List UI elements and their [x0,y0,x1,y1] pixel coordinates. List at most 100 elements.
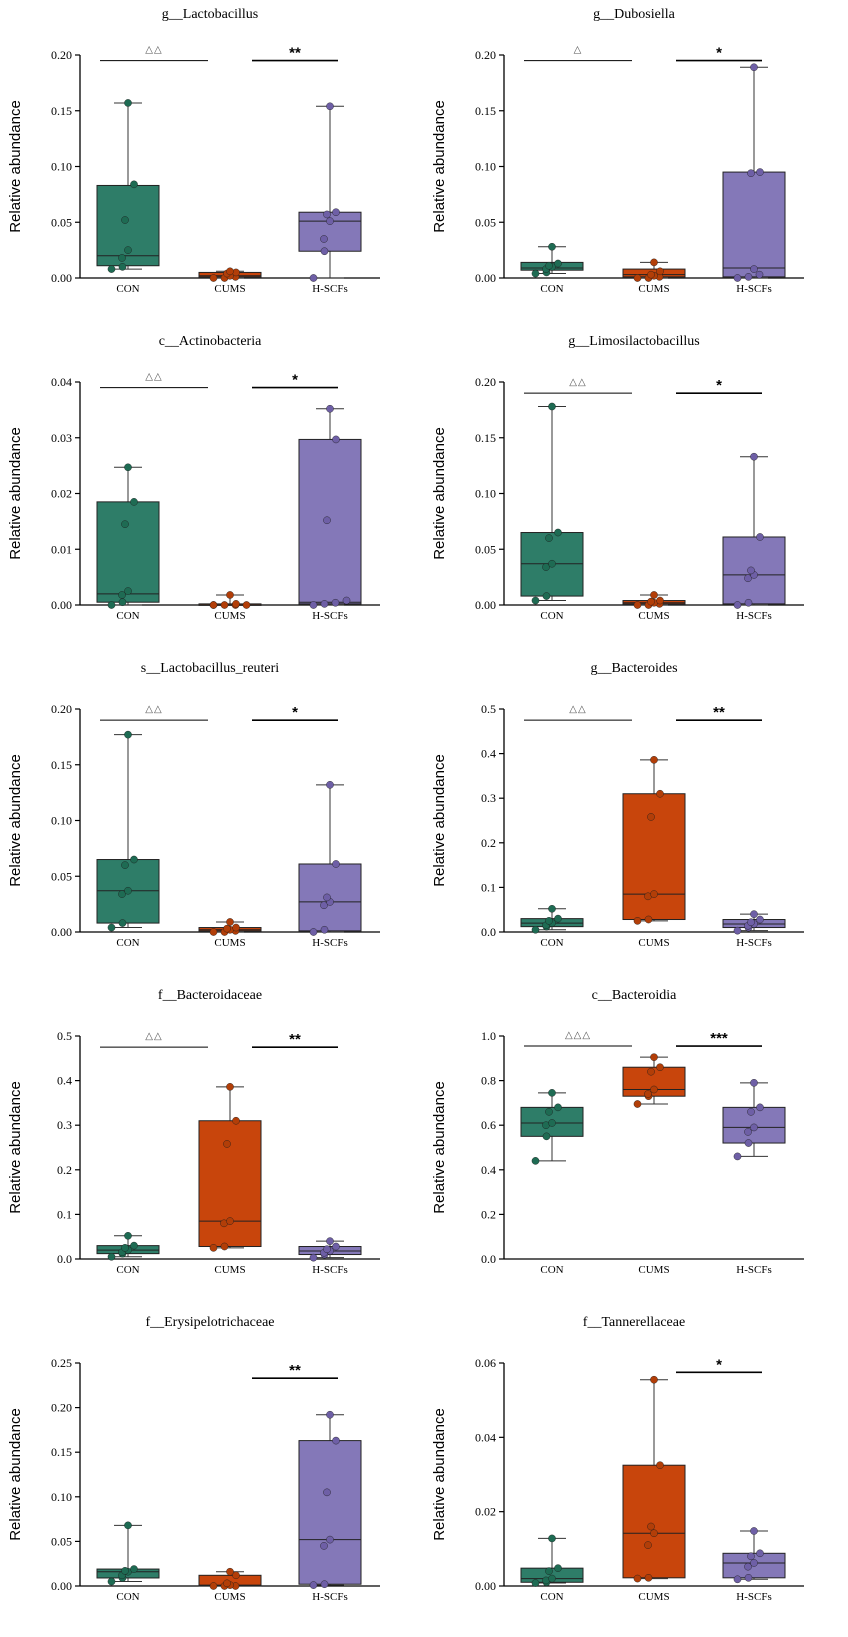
data-point [747,1552,755,1561]
y-tick-label: 1.0 [481,1029,496,1043]
box-iqr [622,1464,686,1579]
data-point [650,1375,658,1384]
data-point [531,596,540,605]
data-point [118,254,126,262]
box-cums [622,258,686,282]
significance-label: △△ [145,45,162,56]
box-iqr [722,171,786,278]
data-point [118,591,126,599]
significance-label: ** [289,1362,301,1379]
data-point [130,498,138,506]
box-h-scfs [722,1527,786,1584]
chart-svg: c__Actinobacteria Relative abundance 0.00 0… [7,334,380,622]
y-tick-label: 0.02 [51,487,72,501]
data-point [750,1527,758,1535]
data-point [130,1241,138,1250]
data-point [332,860,340,868]
x-category-label-con: CON [116,1264,139,1276]
data-point [107,265,116,273]
data-point [232,600,240,608]
x-category-label-con: CON [116,283,139,295]
data-point [647,270,655,279]
box-cums [198,267,262,282]
data-point [744,598,753,607]
data-point [121,520,129,528]
data-point [656,267,664,276]
significance-label: △△ [145,704,162,715]
y-tick-label: 0.20 [475,48,496,62]
x-category-label-h-scfs: H-SCFs [312,1591,347,1603]
x-category-label-h-scfs: H-SCFs [312,937,347,949]
data-point [542,563,550,571]
chart-svg: g__Limosilactobacillus Relative abundance… [431,334,804,622]
y-tick-label: 0.6 [481,1118,496,1132]
y-axis-label: Relative abundance [7,1408,24,1541]
data-point [223,1579,231,1588]
y-tick-label: 0.15 [51,758,72,772]
chart-title: f__Erysipelotrichaceae [145,1315,274,1330]
box-h-scfs [722,63,786,282]
y-tick-label: 0.15 [51,1445,72,1459]
y-tick-label: 0.15 [51,104,72,118]
y-tick-label: 0.00 [475,1579,496,1593]
data-point [633,917,642,925]
data-point [647,597,655,606]
data-point [326,217,334,225]
data-point [332,435,340,444]
data-point [647,1067,655,1076]
chart-panel-f-bacteroidaceae: f__Bacteroidaceae Relative abundance 0.0 0.… [0,981,424,1308]
data-point [309,274,318,282]
data-point [309,601,318,609]
y-tick-label: 0.20 [475,375,496,389]
data-point [644,1574,653,1582]
data-point [331,598,340,607]
significance-label: ** [289,45,301,62]
data-point [309,1581,318,1589]
data-point [545,1567,553,1575]
data-point [209,601,218,609]
y-tick-label: 0.25 [51,1356,72,1370]
y-tick-label: 0.2 [481,1207,496,1221]
data-point [545,534,553,542]
data-point [548,559,556,568]
data-point [656,789,664,798]
data-point [124,246,132,254]
box-con [96,1232,160,1261]
data-point [531,1579,540,1587]
data-point [656,596,664,605]
data-point [644,1090,652,1098]
chart-svg: g__Bacteroides Relative abundance 0.0 0.1 0.… [431,661,804,949]
data-point [554,259,562,268]
y-tick-label: 0.00 [475,598,496,612]
box-iqr [198,1120,262,1248]
box-iqr [298,1440,362,1585]
significance-label: △△ [569,704,586,715]
data-point [220,1242,229,1251]
x-category-label-h-scfs: H-SCFs [312,283,347,295]
data-point [320,1542,328,1550]
data-point [309,928,318,936]
y-tick-label: 0.20 [51,48,72,62]
data-point [733,274,742,282]
data-point [124,730,132,739]
y-tick-label: 0.5 [481,702,496,716]
data-point [554,914,562,923]
data-point [209,928,218,936]
y-tick-label: 0.4 [481,747,496,761]
data-point [644,1541,652,1549]
data-point [332,1242,340,1251]
significance-label: *** [710,1030,728,1047]
chart-panel-g-bacteroides: g__Bacteroides Relative abundance 0.0 0.1 0.… [424,654,848,981]
chart-panel-g-dubosiella: g__Dubosiella Relative abundance 0.00 0.05 0… [424,0,848,327]
data-point [320,901,328,910]
chart-panel-g-lactobacillus: g__Lactobacillus Relative abundance 0.00 0.… [0,0,424,327]
y-tick-label: 0.03 [51,431,72,445]
data-point [124,1521,132,1530]
box-h-scfs [722,452,786,609]
x-category-label-h-scfs: H-SCFs [736,937,771,949]
box-h-scfs [298,1410,362,1589]
x-category-label-h-scfs: H-SCFs [736,283,771,295]
x-category-label-cums: CUMS [214,1591,245,1603]
x-category-label-con: CON [540,1591,563,1603]
box-h-scfs [298,1237,362,1262]
